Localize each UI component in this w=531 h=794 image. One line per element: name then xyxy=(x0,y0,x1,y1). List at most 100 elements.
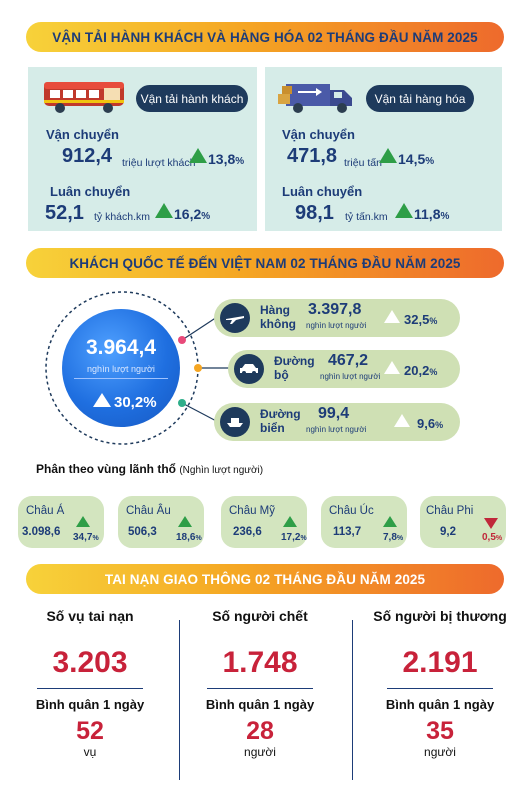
region-america: Châu Mỹ 236,6 17,2% xyxy=(221,496,307,548)
visitors-total-pct: 30,2% xyxy=(114,394,157,411)
accident-col-deaths: Số người chết 1.748 Bình quân 1 ngày 28 … xyxy=(180,608,340,759)
down-arrow-icon xyxy=(484,518,498,529)
up-arrow-icon xyxy=(155,203,173,218)
mode-sea-value: 99,4 xyxy=(318,405,350,422)
accident-injured-value: 2.191 xyxy=(402,646,478,679)
up-arrow-icon xyxy=(383,516,397,527)
cargo-pill: Vận tải hàng hóa xyxy=(366,85,474,112)
truck-icon xyxy=(278,78,358,121)
cargo-rot-pct: 11,8% xyxy=(414,206,450,222)
transport-banner: VẬN TẢI HÀNH KHÁCH VÀ HÀNG HÓA 02 THÁNG … xyxy=(26,22,504,52)
mode-air-unit: nghìn lượt người xyxy=(306,321,367,330)
mode-road-name-2: bộ xyxy=(274,368,289,382)
accident-col-cases: Số vụ tai nạn 3.203 Bình quân 1 ngày 52 … xyxy=(10,608,170,759)
region-europe: Châu Âu 506,3 18,6% xyxy=(118,496,204,548)
transport-title: VẬN TẢI HÀNH KHÁCH VÀ HÀNG HÓA 02 THÁNG … xyxy=(52,29,478,45)
visitors-total-unit: nghìn lượt người xyxy=(87,364,155,374)
accident-deaths-unit: người xyxy=(244,745,276,759)
region-oceania: Châu Úc 113,7 7,8% xyxy=(321,496,407,548)
cargo-rot-label: Luân chuyển xyxy=(282,184,363,199)
divider xyxy=(37,688,143,689)
visitors-title: KHÁCH QUỐC TẾ ĐẾN VIỆT NAM 02 THÁNG ĐẦU … xyxy=(69,255,461,271)
mode-road-unit: nghìn lượt người xyxy=(320,372,381,381)
airplane-icon xyxy=(220,303,250,333)
cargo-carry-value: 471,8 xyxy=(287,145,338,167)
region-oceania-value: 113,7 xyxy=(333,526,362,538)
mode-road-value: 467,2 xyxy=(328,352,369,369)
passenger-rot-label: Luân chuyển xyxy=(50,184,131,199)
accident-deaths-label: Số người chết xyxy=(212,608,308,624)
region-africa-pct: 0,5% xyxy=(482,532,503,543)
passenger-carry-label: Vận chuyển xyxy=(46,127,119,142)
accident-cases-avg: 52 xyxy=(76,717,104,745)
region-europe-value: 506,3 xyxy=(128,526,157,538)
mode-sea-pct: 9,6% xyxy=(417,416,444,431)
mode-air: Hàng không 3.397,8 nghìn lượt người 32,5… xyxy=(214,299,460,337)
mode-air-pct: 32,5% xyxy=(404,312,438,327)
mode-sea-unit: nghìn lượt người xyxy=(306,425,367,434)
mode-road: Đường bộ 467,2 nghìn lượt người 20,2% xyxy=(228,350,460,388)
region-africa: Châu Phi 9,2 0,5% xyxy=(420,496,506,548)
mode-air-name-2: không xyxy=(260,317,296,331)
visitors-total-value: 3.964,4 xyxy=(85,336,157,359)
cargo-carry-pct: 14,5% xyxy=(398,151,435,167)
cargo-pill-label: Vận tải hàng hóa xyxy=(374,91,466,106)
region-oceania-name: Châu Úc xyxy=(329,505,374,517)
divider xyxy=(387,688,493,689)
region-oceania-pct: 7,8% xyxy=(383,532,404,543)
region-america-value: 236,6 xyxy=(233,526,262,538)
visitors-banner: KHÁCH QUỐC TẾ ĐẾN VIỆT NAM 02 THÁNG ĐẦU … xyxy=(26,248,504,278)
up-arrow-icon xyxy=(384,310,400,323)
accidents-title: TAI NẠN GIAO THÔNG 02 THÁNG ĐẦU NĂM 2025 xyxy=(104,571,426,587)
region-america-name: Châu Mỹ xyxy=(229,505,276,517)
passenger-rot-unit: tỷ khách.km xyxy=(94,211,151,223)
mode-air-name-1: Hàng xyxy=(260,303,290,317)
up-arrow-icon xyxy=(395,203,413,218)
region-africa-value: 9,2 xyxy=(440,526,456,538)
passenger-carry-pct: 13,8% xyxy=(208,151,245,167)
region-europe-name: Châu Âu xyxy=(126,505,171,517)
region-america-pct: 17,2% xyxy=(281,532,307,543)
up-arrow-icon xyxy=(384,361,400,374)
up-arrow-icon xyxy=(93,393,111,407)
region-asia-name: Châu Á xyxy=(26,505,65,517)
accident-cases-unit: vụ xyxy=(83,745,97,759)
mode-road-pct: 20,2% xyxy=(404,363,438,378)
passenger-rot-pct: 16,2% xyxy=(174,206,211,222)
accident-injured-label: Số người bị thương xyxy=(373,608,507,624)
region-heading: Phân theo vùng lãnh thổ (Nghìn lượt ngườ… xyxy=(36,462,263,476)
divider xyxy=(179,620,180,780)
mode-sea-name-1: Đường xyxy=(260,407,301,421)
passenger-pill-label: Vận tải hành khách xyxy=(140,91,244,106)
region-asia: Châu Á 3.098,6 34,7% xyxy=(18,496,104,548)
region-title: Phân theo vùng lãnh thổ xyxy=(36,462,176,476)
accidents-banner: TAI NẠN GIAO THÔNG 02 THÁNG ĐẦU NĂM 2025 xyxy=(26,564,504,594)
bus-icon xyxy=(42,80,128,119)
cargo-rot-unit: tỷ tấn.km xyxy=(345,211,388,223)
accident-injured-unit: người xyxy=(424,745,456,759)
cargo-carry-label: Vận chuyển xyxy=(282,127,355,142)
region-europe-pct: 18,6% xyxy=(176,532,202,543)
ship-icon xyxy=(220,407,250,437)
passenger-pill: Vận tải hành khách xyxy=(136,85,248,112)
accident-col-injured: Số người bị thương 2.191 Bình quân 1 ngà… xyxy=(355,608,525,759)
accident-injured-avg-label: Bình quân 1 ngày xyxy=(385,697,495,712)
passenger-carry-value: 912,4 xyxy=(62,145,113,167)
divider xyxy=(207,688,313,689)
passenger-carry-unit: triệu lượt khách xyxy=(122,157,196,169)
region-asia-pct: 34,7% xyxy=(73,532,99,543)
visitors-total-circle xyxy=(62,309,180,427)
mode-sea: Đường biển 99,4 nghìn lượt người 9,6% xyxy=(214,403,460,441)
cargo-rot-value: 98,1 xyxy=(295,202,334,224)
mode-road-name-1: Đường xyxy=(274,354,315,368)
passenger-rot-value: 52,1 xyxy=(45,202,84,224)
up-arrow-icon xyxy=(394,414,410,427)
accident-injured-avg: 35 xyxy=(426,717,454,745)
mode-sea-name-2: biển xyxy=(260,421,285,435)
accident-cases-avg-label: Bình quân 1 ngày xyxy=(35,697,145,712)
divider xyxy=(74,378,168,379)
up-arrow-icon xyxy=(178,516,192,527)
accident-deaths-avg: 28 xyxy=(246,717,274,745)
up-arrow-icon xyxy=(283,516,297,527)
region-africa-name: Châu Phi xyxy=(426,505,474,517)
